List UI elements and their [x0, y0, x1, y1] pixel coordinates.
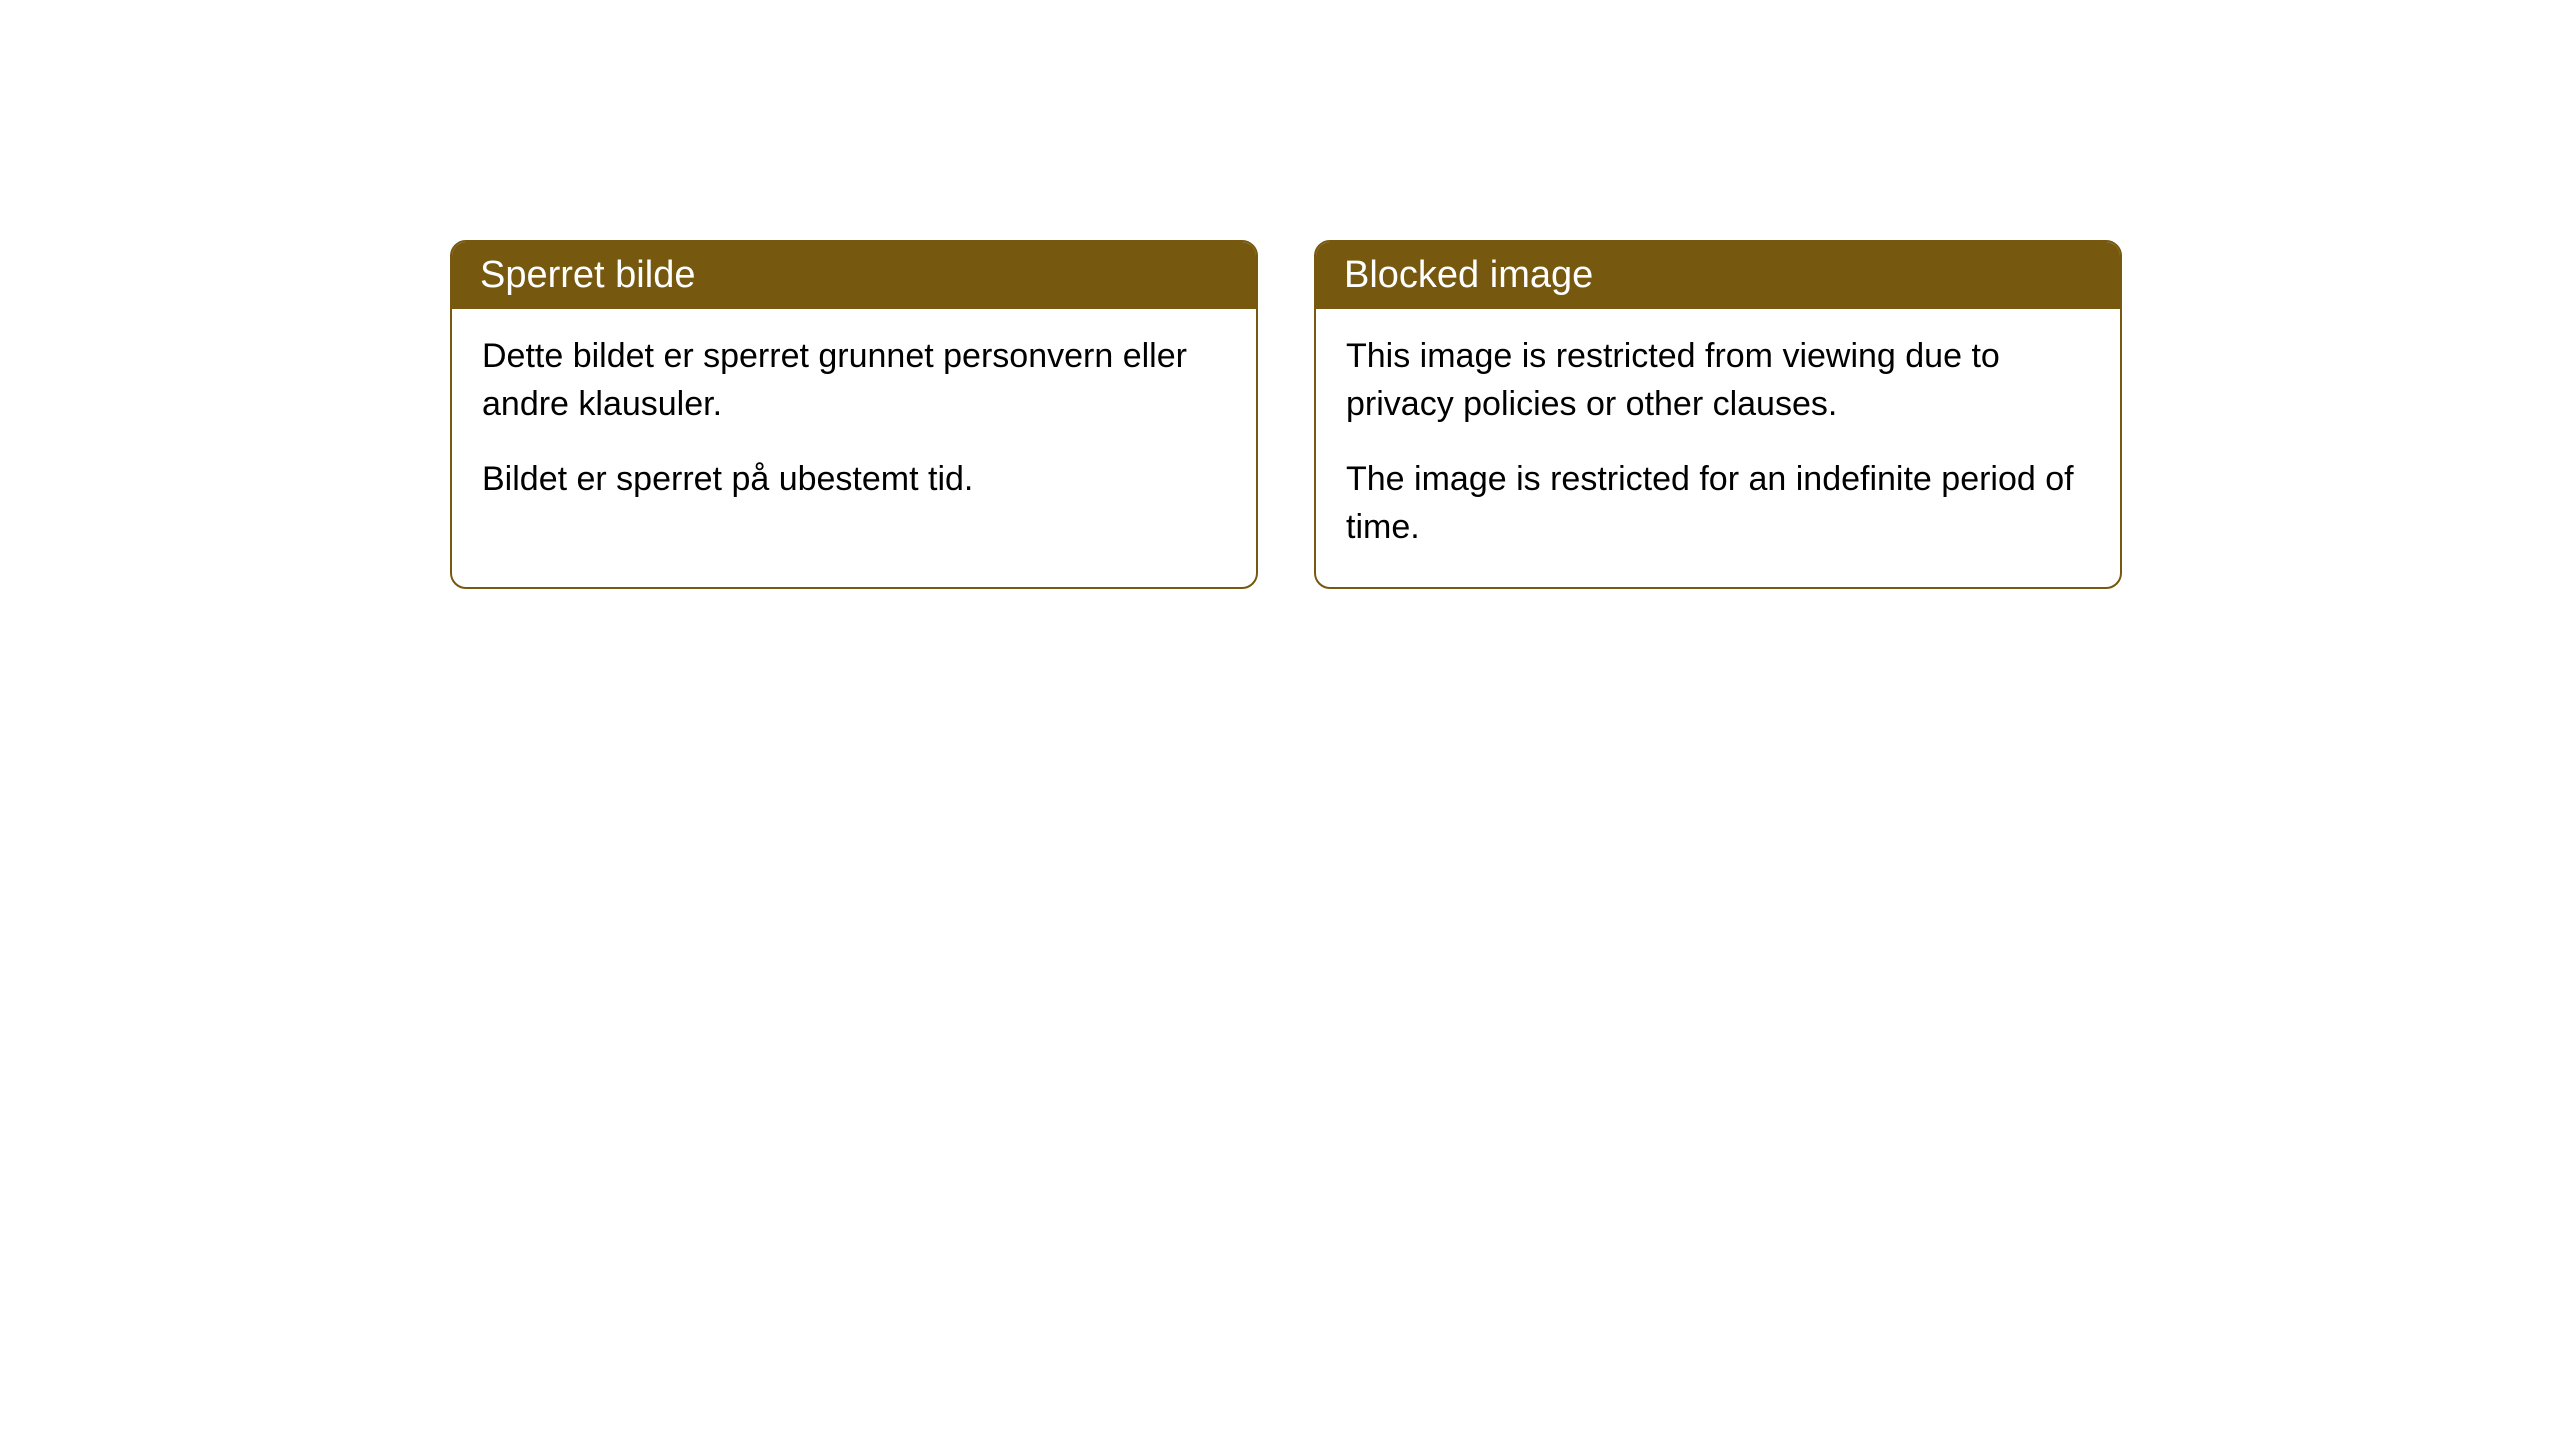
- card-header: Blocked image: [1316, 242, 2120, 309]
- card-paragraph: Dette bildet er sperret grunnet personve…: [482, 333, 1226, 428]
- cards-container: Sperret bilde Dette bildet er sperret gr…: [450, 240, 2122, 589]
- card-paragraph: Bildet er sperret på ubestemt tid.: [482, 456, 1226, 504]
- card-paragraph: The image is restricted for an indefinit…: [1346, 456, 2090, 551]
- blocked-image-card-norwegian: Sperret bilde Dette bildet er sperret gr…: [450, 240, 1258, 589]
- card-body: Dette bildet er sperret grunnet personve…: [452, 309, 1256, 540]
- card-paragraph: This image is restricted from viewing du…: [1346, 333, 2090, 428]
- blocked-image-card-english: Blocked image This image is restricted f…: [1314, 240, 2122, 589]
- card-header: Sperret bilde: [452, 242, 1256, 309]
- card-body: This image is restricted from viewing du…: [1316, 309, 2120, 587]
- card-title: Blocked image: [1344, 254, 1593, 296]
- card-title: Sperret bilde: [480, 254, 695, 296]
